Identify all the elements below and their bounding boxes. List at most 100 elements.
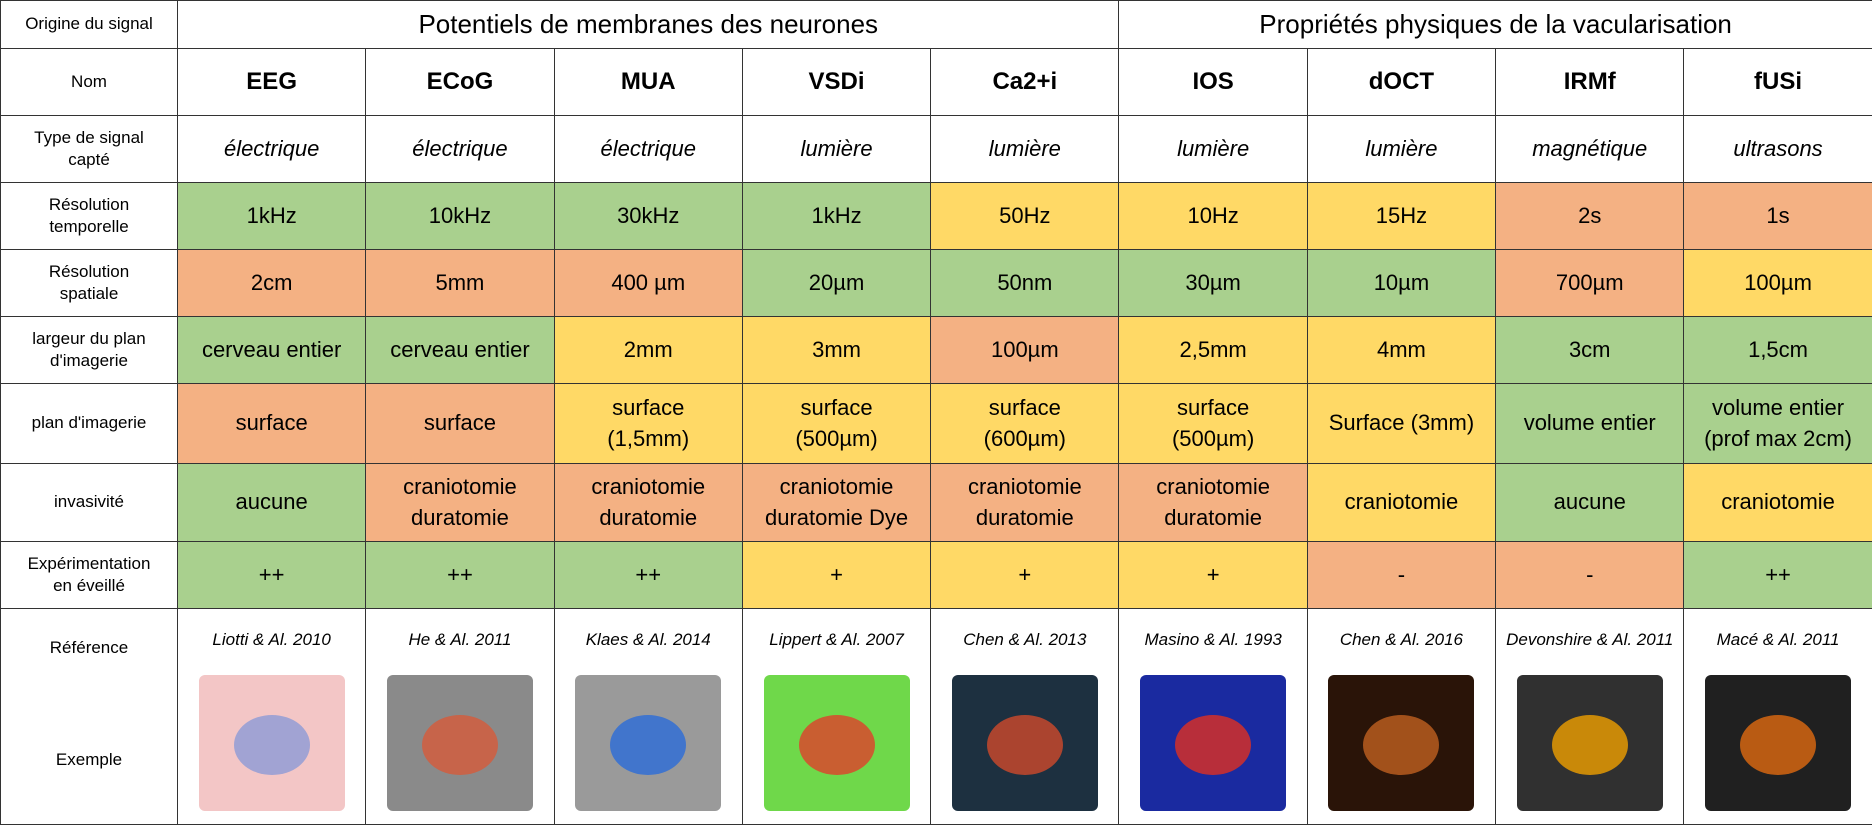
metric-cell: craniotomie bbox=[1307, 464, 1495, 542]
metric-cell: aucune bbox=[1496, 464, 1684, 542]
signal-type: électrique bbox=[554, 116, 742, 183]
metric-cell: + bbox=[1119, 542, 1307, 609]
example-image bbox=[950, 673, 1100, 813]
metric-cell: + bbox=[931, 542, 1119, 609]
row-label: invasivité bbox=[1, 464, 178, 542]
metric-cell: cerveau entier bbox=[366, 317, 554, 384]
reference: Chen & Al. 2016 bbox=[1310, 629, 1493, 673]
row-label: largeur du plan d'imagerie bbox=[1, 317, 178, 384]
metric-cell: 3mm bbox=[742, 317, 930, 384]
example-cell: Lippert & Al. 2007 bbox=[742, 609, 930, 825]
metric-cell: surface (500µm) bbox=[742, 384, 930, 464]
reference: Macé & Al. 2011 bbox=[1686, 629, 1869, 673]
example-image bbox=[1703, 673, 1853, 813]
example-cell: Liotti & Al. 2010 bbox=[178, 609, 366, 825]
reference: He & Al. 2011 bbox=[368, 629, 551, 673]
example-cell: Klaes & Al. 2014 bbox=[554, 609, 742, 825]
reference: Liotti & Al. 2010 bbox=[180, 629, 363, 673]
metric-cell: cerveau entier bbox=[178, 317, 366, 384]
metric-cell: - bbox=[1496, 542, 1684, 609]
metric-cell: 100µm bbox=[1684, 250, 1872, 317]
signal-type: électrique bbox=[366, 116, 554, 183]
metric-cell: 10kHz bbox=[366, 183, 554, 250]
metric-cell: volume entier bbox=[1496, 384, 1684, 464]
metric-cell: 2mm bbox=[554, 317, 742, 384]
metric-cell: 4mm bbox=[1307, 317, 1495, 384]
example-cell: Devonshire & Al. 2011 bbox=[1496, 609, 1684, 825]
method-name: fUSi bbox=[1684, 49, 1872, 116]
signal-type: lumière bbox=[1119, 116, 1307, 183]
example-image bbox=[1515, 673, 1665, 813]
metric-cell: 5mm bbox=[366, 250, 554, 317]
row-label: Exemple bbox=[3, 749, 175, 771]
metric-cell: 2,5mm bbox=[1119, 317, 1307, 384]
metric-cell: 30µm bbox=[1119, 250, 1307, 317]
metric-cell: volume entier (prof max 2cm) bbox=[1684, 384, 1872, 464]
method-name: ECoG bbox=[366, 49, 554, 116]
row-label: Type de signal capté bbox=[1, 116, 178, 183]
example-cell: Macé & Al. 2011 bbox=[1684, 609, 1872, 825]
method-name: dOCT bbox=[1307, 49, 1495, 116]
metric-row: Expérimentation en éveillé+++++++++--++ bbox=[1, 542, 1872, 609]
example-cell: Chen & Al. 2016 bbox=[1307, 609, 1495, 825]
reference: Lippert & Al. 2007 bbox=[745, 629, 928, 673]
method-name: IRMf bbox=[1496, 49, 1684, 116]
origin-label: Origine du signal bbox=[1, 1, 178, 49]
row-label: Résolution temporelle bbox=[1, 183, 178, 250]
metric-cell: craniotomie duratomie Dye bbox=[742, 464, 930, 542]
metric-cell: craniotomie bbox=[1684, 464, 1872, 542]
example-cell: Chen & Al. 2013 bbox=[931, 609, 1119, 825]
metric-cell: 400 µm bbox=[554, 250, 742, 317]
metric-cell: ++ bbox=[554, 542, 742, 609]
metric-cell: 10µm bbox=[1307, 250, 1495, 317]
reference: Devonshire & Al. 2011 bbox=[1498, 629, 1681, 673]
metric-cell: 1kHz bbox=[742, 183, 930, 250]
signal-type: lumière bbox=[1307, 116, 1495, 183]
metric-cell: 30kHz bbox=[554, 183, 742, 250]
method-name: EEG bbox=[178, 49, 366, 116]
example-image bbox=[1138, 673, 1288, 813]
signal-type: magnétique bbox=[1496, 116, 1684, 183]
metric-cell: 1kHz bbox=[178, 183, 366, 250]
metric-cell: 1s bbox=[1684, 183, 1872, 250]
row-label: plan d'imagerie bbox=[1, 384, 178, 464]
reference: Masino & Al. 1993 bbox=[1121, 629, 1304, 673]
signal-type: lumière bbox=[742, 116, 930, 183]
example-cell: He & Al. 2011 bbox=[366, 609, 554, 825]
method-name: MUA bbox=[554, 49, 742, 116]
signal-type: lumière bbox=[931, 116, 1119, 183]
group-header: Propriétés physiques de la vacularisatio… bbox=[1119, 1, 1872, 49]
metric-cell: ++ bbox=[1684, 542, 1872, 609]
example-image bbox=[762, 673, 912, 813]
metric-cell: 700µm bbox=[1496, 250, 1684, 317]
metric-cell: + bbox=[742, 542, 930, 609]
group-header: Potentiels de membranes des neurones bbox=[178, 1, 1119, 49]
metric-cell: craniotomie duratomie bbox=[554, 464, 742, 542]
reference: Klaes & Al. 2014 bbox=[557, 629, 740, 673]
reference: Chen & Al. 2013 bbox=[933, 629, 1116, 673]
metric-cell: 100µm bbox=[931, 317, 1119, 384]
metric-cell: 3cm bbox=[1496, 317, 1684, 384]
metric-cell: 2cm bbox=[178, 250, 366, 317]
method-name: VSDi bbox=[742, 49, 930, 116]
row-label: Expérimentation en éveillé bbox=[1, 542, 178, 609]
metric-cell: craniotomie duratomie bbox=[366, 464, 554, 542]
signal-type: ultrasons bbox=[1684, 116, 1872, 183]
row-label: Résolution spatiale bbox=[1, 250, 178, 317]
example-image bbox=[385, 673, 535, 813]
metric-cell: 50nm bbox=[931, 250, 1119, 317]
metric-cell: surface bbox=[366, 384, 554, 464]
metric-cell: surface (600µm) bbox=[931, 384, 1119, 464]
row-label: Nom bbox=[1, 49, 178, 116]
metric-cell: surface (1,5mm) bbox=[554, 384, 742, 464]
group-header-row: Origine du signal Potentiels de membrane… bbox=[1, 1, 1872, 49]
